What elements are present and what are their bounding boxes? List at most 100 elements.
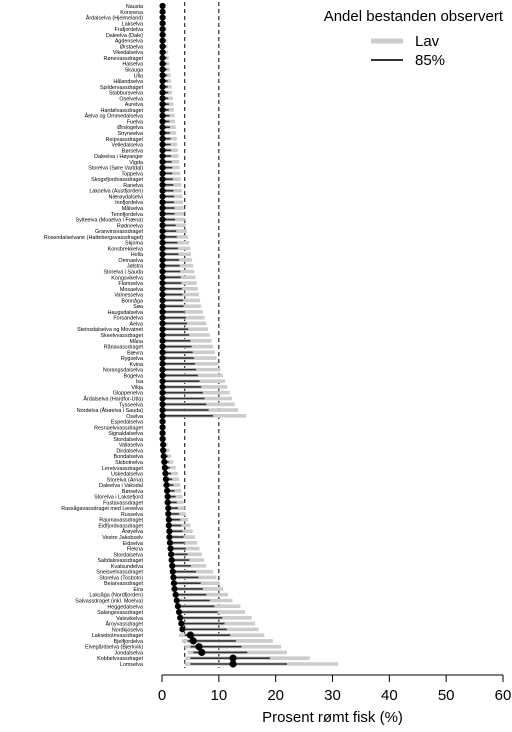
estimate-point [166, 528, 173, 535]
river-label: Valnesselva [114, 293, 143, 299]
legend-label-85: 85% [415, 52, 445, 69]
river-label: Rassågavassdraget med Lereelva [61, 505, 143, 512]
river-label: Laksåga (Nordfjorden) [89, 592, 143, 599]
estimate-point [229, 660, 237, 668]
estimate-point [186, 631, 195, 639]
estimate-point [159, 66, 166, 73]
estimate-point [159, 291, 166, 298]
river-label: Isa [136, 379, 143, 385]
river-label: Bondalselva [114, 454, 143, 460]
river-label: Sneisvelvassdraget [96, 570, 143, 576]
estimate-point [159, 320, 166, 327]
estimate-point [159, 366, 166, 373]
river-label: Flamselva [118, 281, 143, 287]
river-label: Ørslogelva [117, 125, 143, 131]
river-label: Lomselva [120, 662, 143, 668]
estimate-point [159, 124, 166, 131]
estimate-point [159, 308, 166, 316]
estimate-point [159, 360, 166, 367]
river-label: Bjelfjordelva [114, 639, 143, 645]
estimate-point [165, 522, 172, 529]
estimate-point [159, 60, 166, 67]
estimate-point [174, 603, 182, 610]
river-label: Årdalselva (Hardfor-Utla) [83, 395, 143, 402]
x-tick-label: 40 [381, 687, 398, 704]
estimate-point [159, 141, 166, 148]
river-label: Saltdalsvassdraget [97, 558, 143, 564]
river-label: Agdenselva [115, 39, 143, 45]
river-label: Skjoma [125, 241, 143, 247]
river-label: Stordalselva [113, 552, 143, 558]
river-label: Hardølvassdraget [100, 108, 143, 114]
river-label: Rønevassdraget [103, 56, 143, 62]
river-label: Daleelva (Dale) [106, 33, 143, 39]
river-label: Jølstra [127, 264, 143, 270]
estimate-point [159, 37, 166, 44]
estimate-point [159, 435, 166, 442]
estimate-point [159, 204, 166, 212]
river-label: Lerelvvassdraget [102, 466, 144, 472]
estimate-point [166, 533, 173, 541]
river-label: Målselva [122, 205, 143, 212]
estimate-point [159, 72, 166, 79]
river-label: Raumavassdraget [99, 518, 143, 524]
x-tick-label: 30 [324, 687, 341, 704]
estimate-point [159, 314, 166, 321]
estimate-point [159, 285, 166, 292]
estimate-point [161, 458, 168, 466]
estimate-point [164, 493, 171, 500]
river-label: Salangsvassdraget [97, 610, 143, 616]
river-label: Rygselva [121, 356, 143, 362]
river-label: Heggedalselva [107, 604, 143, 610]
river-label: Reipvassdraget [106, 137, 144, 143]
estimate-point [179, 626, 186, 633]
estimate-point [159, 2, 166, 10]
river-label: Granvinsvassdraget [95, 229, 143, 235]
river-label: Nordkjoselva [112, 627, 143, 633]
river-label: Storelva (Arna) [107, 477, 143, 483]
river-label: Uskedalselva [111, 472, 143, 478]
river-label: Espedalselva [111, 420, 143, 426]
estimate-point [159, 112, 166, 119]
estimate-point [195, 643, 203, 651]
river-label: Hålandselva [113, 78, 143, 85]
river-label: Storelva i Laksefjord [94, 495, 143, 501]
estimate-point [159, 20, 166, 27]
estimate-point [159, 135, 166, 142]
estimate-point [159, 25, 166, 33]
estimate-point [159, 106, 166, 113]
estimate-point [160, 441, 167, 448]
river-label: Storelva (Søre Vartdal) [88, 166, 143, 172]
river-label: Skauga [125, 67, 143, 73]
estimate-point [169, 562, 176, 569]
river-label: Lakselva (Austfjorden) [89, 189, 143, 195]
estimate-point [165, 516, 172, 523]
river-label: Oselva [126, 414, 143, 420]
river-label: Korsnesa [120, 10, 143, 16]
x-axis-label: Prosent rømt fisk (%) [262, 709, 403, 726]
river-label: Vigda [129, 160, 143, 166]
estimate-point [159, 354, 166, 362]
river-label: Elvegårdselva (Bjerkvik) [85, 644, 143, 651]
estimate-point [159, 378, 166, 385]
estimate-point [165, 510, 172, 518]
estimate-point [159, 337, 166, 344]
estimate-point [162, 470, 169, 477]
river-label: Fuelva [127, 119, 143, 125]
estimate-point [168, 557, 175, 564]
estimate-point [159, 297, 166, 304]
river-label: Rosendalselvane (Hattebergsvassdraget) [44, 235, 143, 241]
river-label: Gloppenelva [113, 391, 143, 397]
river-label: Frafjordelva [115, 27, 143, 33]
river-label: Mosaelva [120, 287, 143, 293]
estimate-point [170, 574, 177, 581]
river-label: Stordalselva [113, 437, 143, 443]
river-label: Halselva [122, 62, 143, 68]
estimate-point [159, 262, 166, 269]
estimate-point [161, 464, 168, 471]
estimate-point [169, 568, 176, 575]
river-label: Skibotnelva [115, 460, 143, 466]
estimate-point [159, 303, 166, 310]
x-tick-label: 60 [495, 687, 512, 704]
estimate-point [159, 326, 166, 333]
